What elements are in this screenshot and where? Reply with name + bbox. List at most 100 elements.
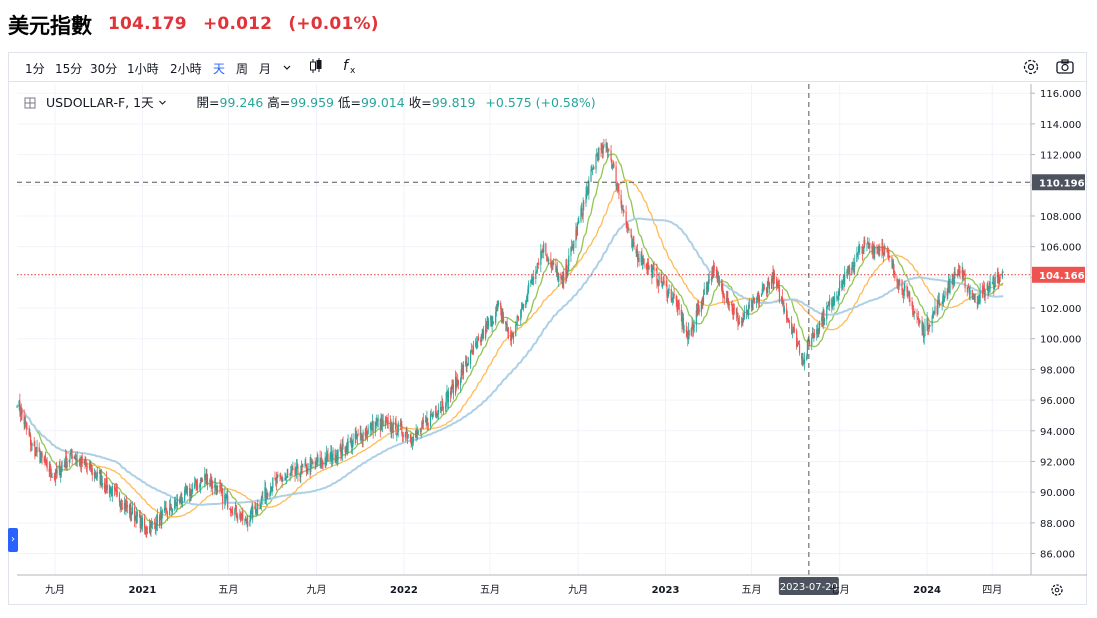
candle xyxy=(773,270,776,284)
chart-settings-gear-icon[interactable] xyxy=(1051,584,1063,596)
candle xyxy=(926,311,928,331)
candle xyxy=(637,253,639,263)
candle-body xyxy=(159,512,161,517)
timeframe-2hour[interactable]: 2小時 xyxy=(170,62,202,76)
candle-body xyxy=(801,353,803,360)
candle xyxy=(511,332,513,338)
candle xyxy=(410,432,412,448)
timeframe-day[interactable]: 天 xyxy=(213,62,226,76)
candle xyxy=(134,511,136,521)
candle xyxy=(480,336,482,346)
candle xyxy=(141,515,144,532)
candle xyxy=(991,281,993,285)
timeframe-1min[interactable]: 1分 xyxy=(25,62,45,76)
candle-body xyxy=(90,463,92,472)
candle-body xyxy=(636,251,638,254)
candle xyxy=(968,287,970,300)
candle-body xyxy=(602,146,604,154)
candle xyxy=(620,189,622,209)
candle-body xyxy=(788,319,790,323)
candle-body xyxy=(986,283,988,290)
candle xyxy=(90,461,92,473)
candle-body xyxy=(637,257,639,260)
timeframe-week[interactable]: 周 xyxy=(236,62,249,76)
candle xyxy=(414,430,417,438)
candle xyxy=(38,442,40,453)
candle-body xyxy=(476,341,478,343)
candle xyxy=(246,515,248,528)
candle-body xyxy=(191,489,193,496)
candle-body xyxy=(335,459,337,462)
candle-body xyxy=(675,296,677,301)
candle xyxy=(406,431,409,444)
candle-body xyxy=(457,380,460,385)
candle xyxy=(287,468,289,478)
candle xyxy=(578,216,580,224)
candle-body xyxy=(999,277,1001,279)
candle-body xyxy=(947,281,950,288)
candle xyxy=(552,261,554,270)
candle-body xyxy=(591,168,594,170)
time-tick-label: 2022 xyxy=(390,585,418,596)
candle xyxy=(116,483,118,498)
candle-body xyxy=(622,209,624,212)
candle xyxy=(791,326,793,339)
candle xyxy=(515,322,518,326)
timeframe-15min[interactable]: 15分 xyxy=(55,62,83,76)
timeframe-month[interactable]: 月 xyxy=(259,62,272,76)
candle xyxy=(361,433,363,445)
candle xyxy=(241,510,243,519)
candle-body xyxy=(852,265,854,267)
candle xyxy=(19,405,22,423)
candle xyxy=(667,290,669,304)
candle xyxy=(505,321,508,332)
grid-layout-icon[interactable] xyxy=(24,97,36,112)
candle-body xyxy=(507,328,509,332)
timeframe-30min[interactable]: 30分 xyxy=(90,62,118,76)
candlestick-icon[interactable] xyxy=(308,57,324,79)
candle xyxy=(761,281,763,296)
candle xyxy=(161,509,164,519)
candle xyxy=(904,280,906,292)
candle xyxy=(545,254,548,262)
candle-body xyxy=(772,272,774,285)
candle-body xyxy=(214,484,217,489)
candle xyxy=(887,247,889,261)
candle-body xyxy=(270,486,272,494)
candle-body xyxy=(355,433,357,439)
candle xyxy=(380,413,382,432)
candle-body xyxy=(803,359,806,363)
candle-body xyxy=(531,280,533,282)
candle xyxy=(63,458,65,468)
candle-body xyxy=(866,243,868,245)
candle xyxy=(206,468,208,485)
candle-body xyxy=(527,288,529,295)
candle-body xyxy=(160,512,162,524)
candle xyxy=(517,315,519,320)
legend-chevron-icon[interactable] xyxy=(158,95,167,110)
candle-body xyxy=(738,323,740,325)
camera-snapshot-icon[interactable] xyxy=(1055,57,1075,81)
candle xyxy=(314,457,316,470)
expand-sidebar-button[interactable]: › xyxy=(8,528,18,552)
legend-symbol[interactable]: USDOLLAR-F, 1天 xyxy=(45,95,154,110)
candle xyxy=(496,301,498,312)
candle-body xyxy=(299,474,301,477)
time-tick-label: 2021 xyxy=(128,585,156,596)
candle xyxy=(651,263,653,285)
candle xyxy=(396,433,398,442)
candle-body xyxy=(728,304,730,305)
candle xyxy=(967,285,969,293)
timeframe-1hour[interactable]: 1小時 xyxy=(127,62,159,76)
candle-body xyxy=(797,343,799,345)
candle xyxy=(556,262,558,280)
candle xyxy=(882,238,884,256)
chevron-down-icon[interactable] xyxy=(282,59,292,78)
candle-body xyxy=(135,516,137,524)
settings-gear-icon[interactable] xyxy=(1021,57,1041,81)
candle xyxy=(824,317,826,326)
candle xyxy=(315,456,318,467)
candle-body xyxy=(768,282,771,289)
